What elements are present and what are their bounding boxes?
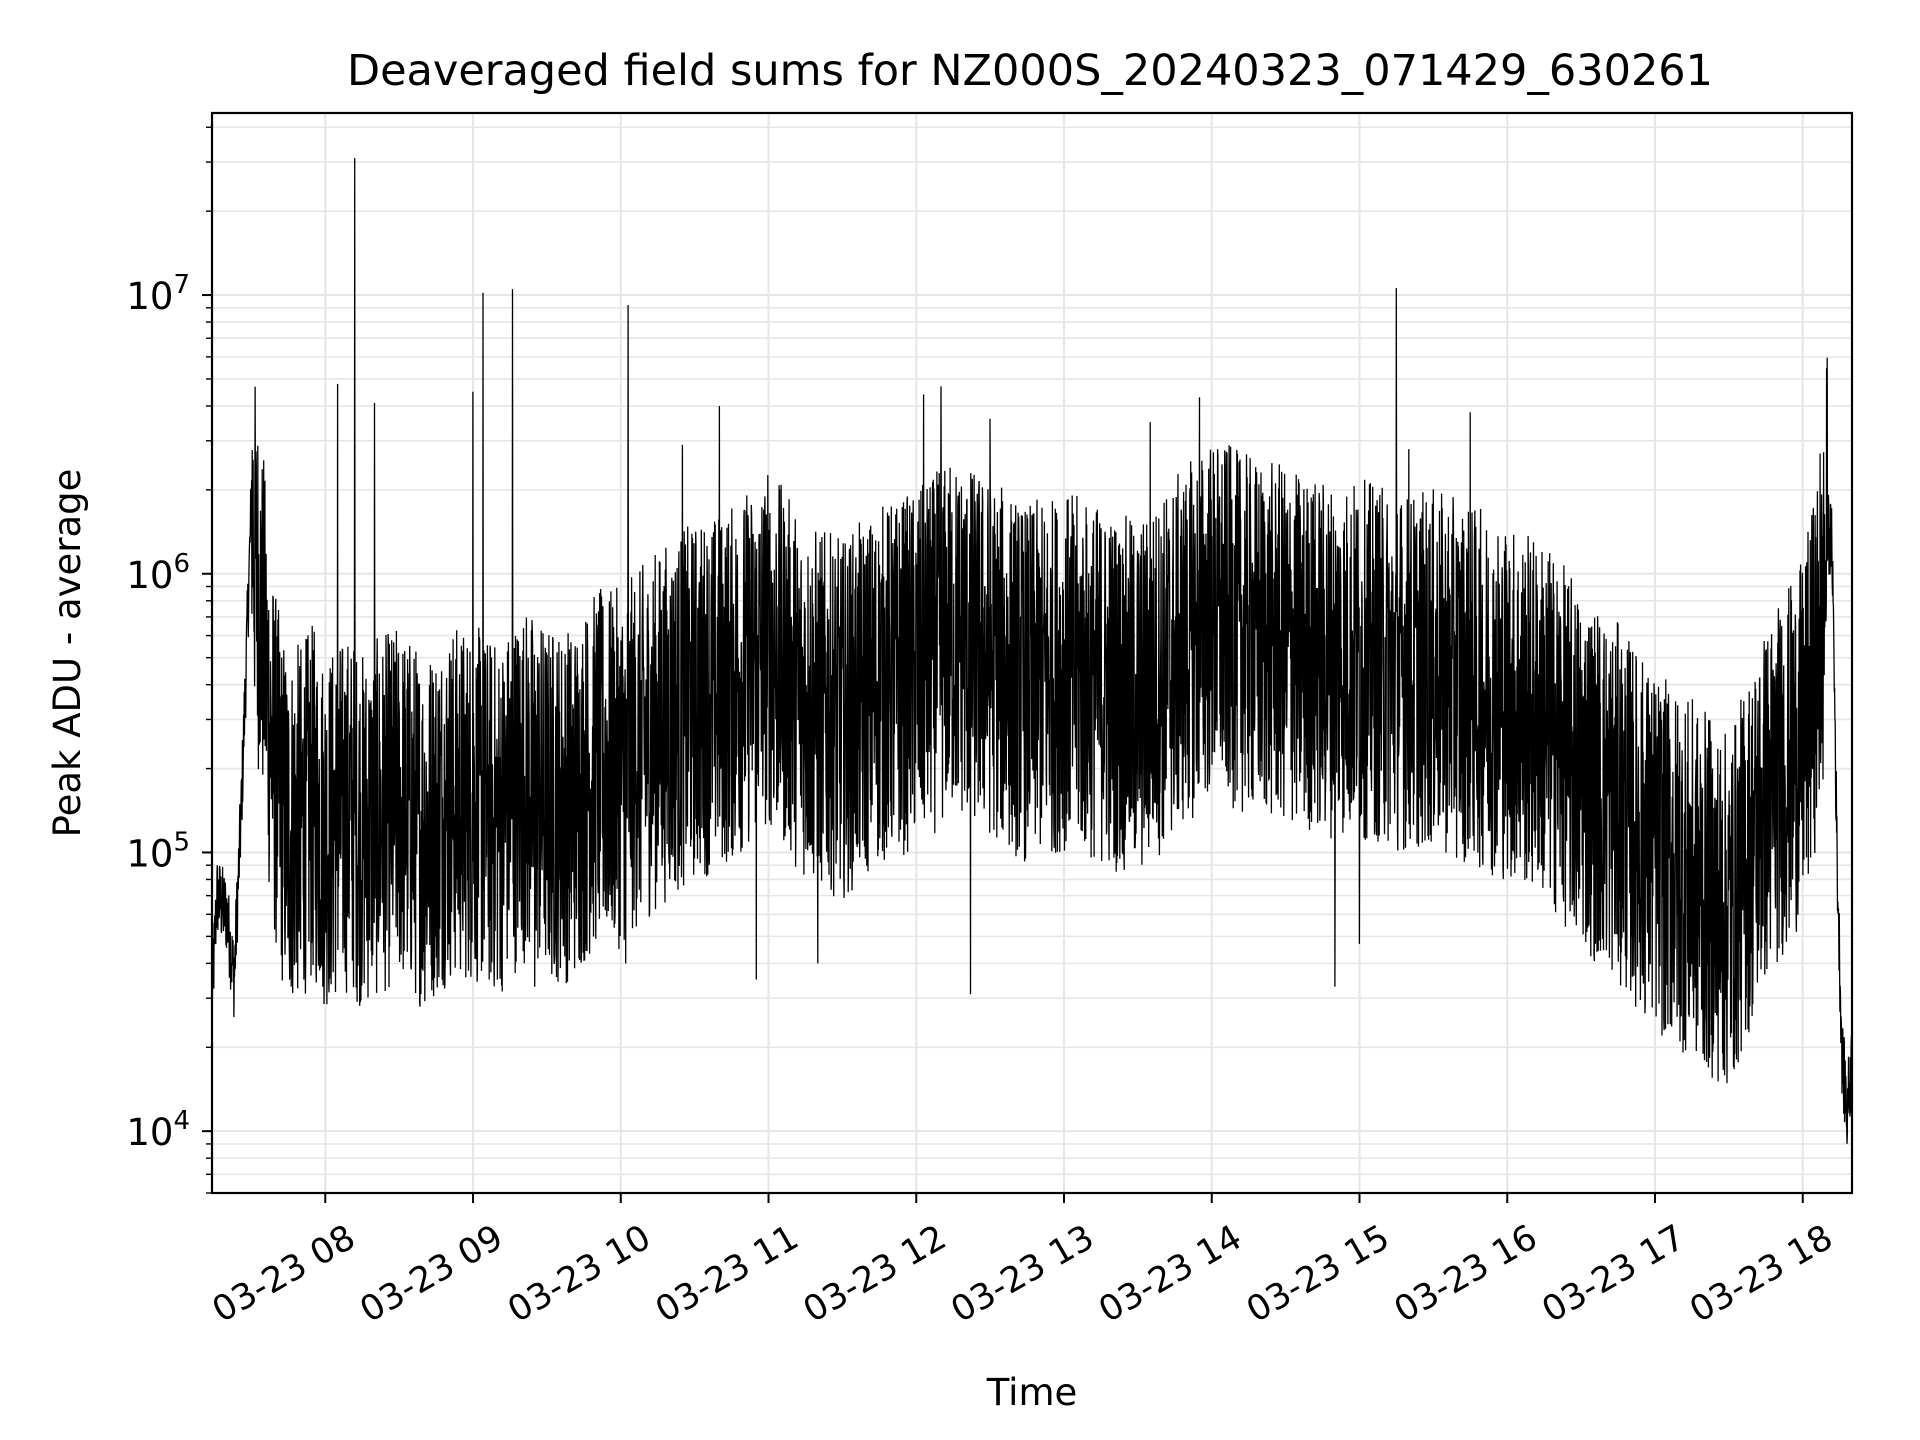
chart-title: Deaveraged field sums for NZ000S_2024032… (347, 46, 1713, 96)
y-axis-label: Peak ADU - average (46, 469, 89, 838)
y-axis-ticks: 104 105 106 107 (126, 270, 190, 1154)
plot-area-frame (210, 111, 1854, 1195)
y-tick-label: 104 (126, 1106, 190, 1154)
x-axis-label: Time (986, 1371, 1078, 1414)
series-line (212, 158, 1852, 1144)
y-tick-label: 106 (126, 549, 190, 597)
y-tick-label: 105 (126, 827, 190, 875)
y-tick-label: 107 (126, 270, 190, 318)
